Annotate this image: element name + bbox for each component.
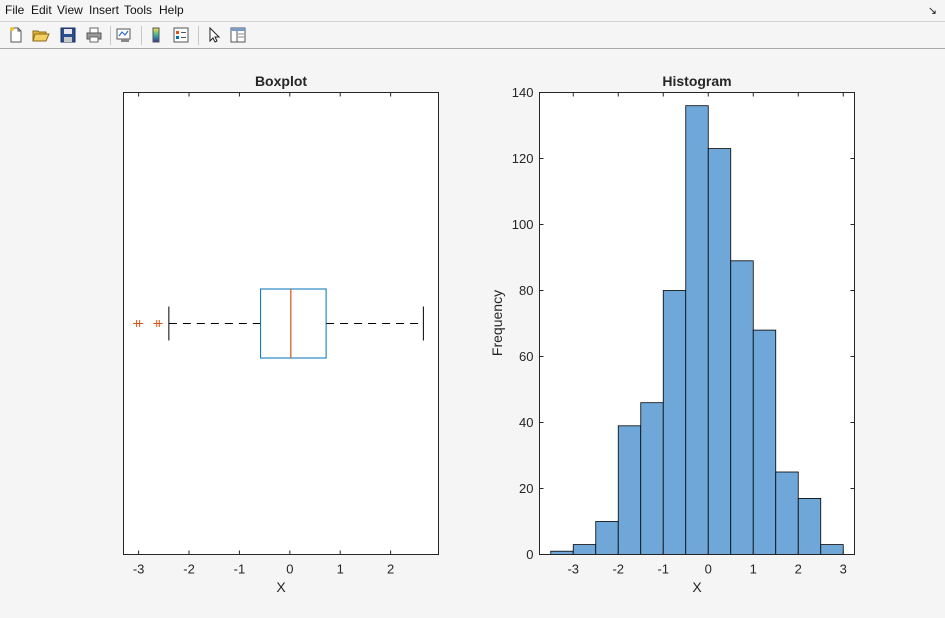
- histogram-bar: [820, 544, 844, 555]
- histogram-bar: [752, 329, 777, 555]
- histogram-bar: [662, 290, 687, 555]
- menu-view[interactable]: View: [57, 3, 83, 17]
- dock-figure-icon[interactable]: ↘: [927, 5, 937, 17]
- boxplot-outlier: [136, 320, 144, 327]
- histogram-frame: [539, 92, 855, 555]
- boxplot-x-tick-label: -3: [133, 562, 145, 577]
- link-plot-icon[interactable]: [115, 26, 133, 44]
- boxplot-axes[interactable]: -3 -2 -1 0 1 2 Boxplot X: [123, 73, 439, 595]
- histogram-bars: [550, 105, 844, 555]
- boxplot-marks: [133, 288, 424, 359]
- boxplot-box: [260, 288, 327, 359]
- boxplot-x-tick-label: 0: [286, 562, 293, 577]
- histogram-x-tick-label: 2: [795, 562, 802, 577]
- boxplot-x-tick-label: 1: [337, 562, 344, 577]
- histogram-axes[interactable]: -3 -2 -1 0 1 2 3 0 20 40 60 80 100 120 140 Histogram X…: [489, 73, 855, 595]
- boxplot-x-ticks: -3 -2 -1 0 1 2: [133, 92, 394, 577]
- colorbar-icon[interactable]: [147, 26, 165, 44]
- menu-help[interactable]: Help: [159, 3, 184, 17]
- toolbar-separator: [110, 26, 111, 45]
- histogram-y-tick-label: 40: [519, 415, 533, 430]
- histogram-ticks: -3 -2 -1 0 1 2 3 0 20 40 60 80 100 120 140: [512, 85, 855, 577]
- histogram-bar: [572, 544, 597, 555]
- print-icon[interactable]: [85, 26, 103, 44]
- histogram-bar: [775, 471, 799, 555]
- histogram-y-tick-label: 120: [512, 151, 534, 166]
- boxplot-title: Boxplot: [255, 73, 307, 89]
- histogram-bar: [685, 105, 709, 555]
- menu-insert[interactable]: Insert: [89, 3, 120, 17]
- histogram-x-tick-label: 0: [705, 562, 712, 577]
- histogram-y-tick-label: 20: [519, 481, 533, 496]
- boxplot-x-tick-label: 2: [387, 562, 394, 577]
- histogram-y-label: Frequency: [489, 290, 505, 356]
- toolbar-separator: [141, 26, 142, 45]
- histogram-bar: [595, 521, 619, 555]
- histogram-bar: [730, 260, 754, 555]
- boxplot-x-label: X: [276, 579, 286, 595]
- pointer-icon[interactable]: [205, 26, 223, 44]
- histogram-y-tick-label: 0: [526, 547, 533, 562]
- save-icon[interactable]: [59, 26, 77, 44]
- new-figure-icon[interactable]: [7, 26, 25, 44]
- toolbar-separator: [198, 26, 199, 45]
- histogram-y-tick-label: 140: [512, 85, 534, 100]
- histogram-bar: [640, 402, 664, 555]
- histogram-y-tick-label: 100: [512, 217, 534, 232]
- menu-tools[interactable]: Tools: [124, 3, 153, 17]
- histogram-bar: [617, 425, 642, 555]
- histogram-x-label: X: [692, 579, 702, 595]
- open-file-icon[interactable]: [32, 26, 50, 44]
- histogram-x-tick-label: -1: [657, 562, 669, 577]
- menu-edit[interactable]: Edit: [31, 3, 52, 17]
- histogram-x-tick-label: -2: [612, 562, 624, 577]
- legend-icon[interactable]: [172, 26, 190, 44]
- histogram-bar: [707, 148, 732, 555]
- menu-file[interactable]: File: [5, 3, 25, 17]
- menu-bar: File Edit View Insert Tools Help ↘: [0, 0, 945, 22]
- boxplot-x-tick-label: -2: [183, 562, 195, 577]
- histogram-x-tick-label: 3: [840, 562, 847, 577]
- property-inspector-icon[interactable]: [229, 26, 247, 44]
- boxplot-x-tick-label: -1: [234, 562, 246, 577]
- boxplot-outlier: [155, 320, 163, 327]
- histogram-x-tick-label: 1: [750, 562, 757, 577]
- histogram-y-tick-label: 60: [519, 349, 533, 364]
- histogram-title: Histogram: [662, 73, 731, 89]
- histogram-x-tick-label: -3: [567, 562, 579, 577]
- histogram-y-tick-label: 80: [519, 283, 533, 298]
- histogram-bar: [797, 497, 822, 555]
- toolbar: [0, 22, 945, 49]
